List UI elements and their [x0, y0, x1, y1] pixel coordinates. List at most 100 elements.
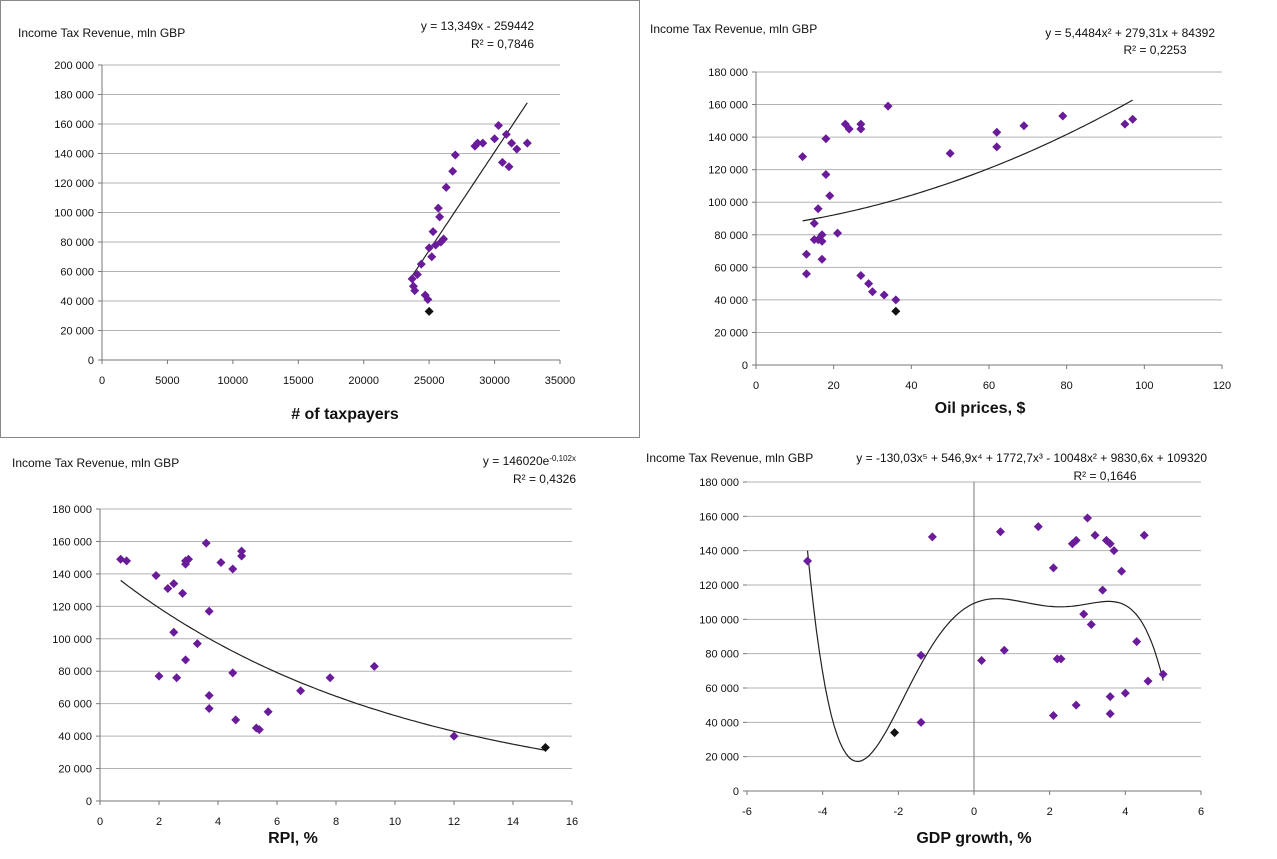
data-point	[263, 707, 273, 717]
data-point	[1098, 585, 1108, 595]
trendline-equation-exponent: -0,102x	[549, 454, 576, 463]
x-tick-label: 30000	[479, 375, 510, 387]
data-point	[1071, 700, 1081, 710]
trendline-equation: y = 146020e-0,102x	[483, 454, 576, 469]
y-tick-label: 40 000	[58, 731, 92, 743]
data-point	[801, 269, 811, 279]
y-tick-label: 60 000	[714, 262, 748, 274]
data-point	[428, 227, 438, 237]
data-point	[412, 269, 422, 279]
y-tick-label: 80 000	[714, 230, 748, 242]
data-point	[204, 606, 214, 616]
x-tick-label: 6	[274, 816, 280, 828]
data-point	[228, 668, 238, 678]
data-point	[856, 119, 866, 129]
r-squared: R² = 0,1646	[1073, 469, 1136, 483]
y-tick-label: 40 000	[705, 717, 739, 729]
y-tick-label: 120 000	[54, 178, 94, 190]
data-point	[416, 259, 426, 269]
x-tick-label: -4	[818, 806, 828, 818]
x-tick-label: 0	[971, 806, 977, 818]
x-tick-label: -6	[742, 806, 752, 818]
trendline	[409, 102, 528, 281]
y-tick-label: 160 000	[708, 100, 748, 112]
x-tick-label: 15000	[283, 375, 314, 387]
data-point	[1120, 119, 1130, 129]
data-point	[1067, 539, 1077, 549]
data-point	[204, 691, 214, 701]
data-point	[803, 556, 813, 566]
data-point	[184, 554, 193, 564]
data-point	[817, 236, 827, 246]
x-tick-label: 12	[448, 816, 460, 828]
y-tick-label: 0	[86, 796, 92, 808]
chart-rpi-svg: 0 20 000 40 000 60 000 80 000 100 000 120 000 1…	[12, 454, 578, 848]
data-point	[801, 249, 811, 259]
data-point	[178, 588, 188, 598]
chart-taxpayers: 0 20 000 40 000 60 000 80 000 100 000 120 000 1…	[0, 0, 640, 438]
data-point	[369, 661, 379, 671]
trendline	[120, 579, 546, 751]
x-tick-label: 0	[97, 816, 103, 828]
data-point	[410, 286, 420, 296]
data-point	[478, 138, 488, 148]
data-point	[424, 243, 434, 253]
data-point	[204, 704, 214, 714]
x-tick-label: 4	[1122, 806, 1128, 818]
data-point	[228, 564, 238, 574]
y-tick-label: 140 000	[52, 569, 92, 581]
data-point	[809, 218, 819, 228]
highlight-point	[890, 728, 900, 738]
y-tick-label: 180 000	[699, 477, 739, 489]
y-tick-label: 20 000	[714, 327, 748, 339]
y-tick-label: 120 000	[52, 601, 92, 613]
y-tick-label: 40 000	[60, 296, 94, 308]
data-point	[1105, 709, 1115, 719]
chart-border	[0, 0, 640, 438]
y-tick-label: 20 000	[60, 326, 94, 338]
y-tick-label: 160 000	[52, 536, 92, 548]
data-point	[231, 715, 241, 725]
data-point	[507, 138, 517, 148]
y-tick-label: 100 000	[708, 197, 748, 209]
data-point	[856, 124, 866, 134]
y-tick-label: 40 000	[714, 295, 748, 307]
data-point	[1132, 637, 1142, 647]
y-tick-label: 160 000	[54, 119, 94, 131]
data-point	[879, 290, 889, 300]
chart-oil-prices: 0 20 000 40 000 60 000 80 000 100 000 120 000 1…	[638, 0, 1277, 440]
data-point	[945, 148, 955, 158]
y-axis-title: Income Tax Revenue, mln GBP	[18, 26, 185, 40]
data-point	[154, 671, 164, 681]
data-point	[163, 583, 173, 593]
data-point	[450, 150, 460, 160]
data-point	[864, 279, 874, 289]
x-axis-title: RPI, %	[268, 830, 318, 847]
y-tick-label: 120 000	[708, 165, 748, 177]
data-point	[817, 254, 827, 264]
data-point	[821, 170, 831, 180]
data-point	[169, 627, 179, 637]
y-axis-title: Income Tax Revenue, mln GBP	[646, 451, 813, 465]
y-axis-title: Income Tax Revenue, mln GBP	[650, 22, 817, 36]
data-point	[497, 157, 507, 167]
data-point	[1079, 609, 1089, 619]
x-tick-label: 35000	[545, 375, 576, 387]
x-tick-label: 4	[215, 816, 221, 828]
data-point	[169, 579, 179, 589]
y-tick-label: 0	[742, 360, 748, 372]
data-point	[927, 532, 937, 542]
y-tick-label: 0	[88, 355, 94, 367]
x-tick-label: 14	[507, 816, 519, 828]
chart-gdp-growth: 0 20 000 40 000 60 000 80 000 100 000 120 000 1…	[636, 440, 1277, 859]
data-point	[992, 127, 1002, 137]
data-point	[493, 120, 503, 130]
data-point	[449, 731, 459, 741]
chart-taxpayers-svg: 0 20 000 40 000 60 000 80 000 100 000 120 000 1…	[0, 0, 640, 438]
y-tick-label: 120 000	[699, 580, 739, 592]
chart-rpi: 0 20 000 40 000 60 000 80 000 100 000 120 000 1…	[0, 438, 634, 859]
y-tick-label: 140 000	[708, 132, 748, 144]
data-point	[1158, 669, 1168, 679]
data-point	[856, 270, 866, 280]
x-tick-label: 25000	[414, 375, 445, 387]
